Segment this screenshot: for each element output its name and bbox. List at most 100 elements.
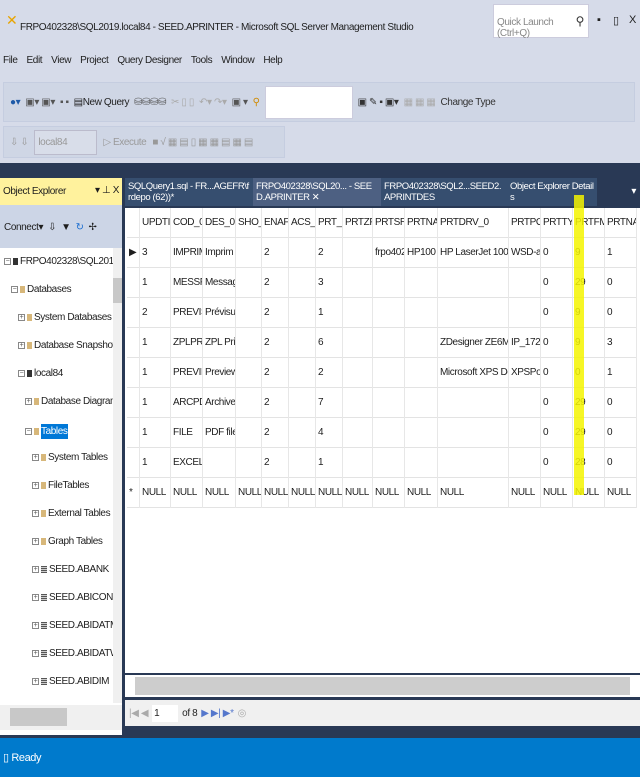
grid-cell[interactable]: [373, 268, 405, 298]
null-cell[interactable]: NULL: [316, 478, 343, 508]
grid-cell[interactable]: [405, 448, 438, 478]
tree-item[interactable]: + SEED.ABICOND: [32, 592, 120, 603]
column-header[interactable]: PRTNAT_0: [605, 208, 637, 238]
column-header[interactable]: DES_0: [203, 208, 236, 238]
tree-item[interactable]: − Databases: [11, 284, 72, 295]
tree-item[interactable]: + External Tables: [32, 508, 111, 519]
table-row[interactable]: 1EXCEL210280: [127, 448, 637, 478]
refresh-icon[interactable]: ↻: [75, 222, 84, 233]
table-row[interactable]: 1ARCPDFArchive p...270290: [127, 388, 637, 418]
grid-cell[interactable]: 3: [140, 238, 171, 268]
grid-cell[interactable]: [236, 418, 262, 448]
expand-icon[interactable]: +: [32, 650, 39, 657]
maximize-button[interactable]: ▯: [613, 15, 619, 27]
row-header[interactable]: [127, 208, 140, 238]
grid-cell[interactable]: [236, 238, 262, 268]
grid-cell[interactable]: [343, 268, 373, 298]
column-header[interactable]: UPDTICK...: [140, 208, 171, 238]
change-type-button[interactable]: Change Type: [440, 96, 496, 108]
grid-cell[interactable]: 0: [541, 448, 573, 478]
grid-cell[interactable]: [373, 328, 405, 358]
grid-cell[interactable]: [373, 418, 405, 448]
grid-cell[interactable]: 1: [316, 298, 343, 328]
grid-cell[interactable]: Microsoft XPS Documen...: [438, 358, 509, 388]
null-cell[interactable]: NULL: [171, 478, 203, 508]
expand-icon[interactable]: +: [25, 398, 32, 405]
grid-cell[interactable]: PREVIEW: [171, 358, 203, 388]
grid-cell[interactable]: 0: [605, 298, 637, 328]
row-header[interactable]: [127, 298, 140, 328]
row-header[interactable]: [127, 388, 140, 418]
tree-item[interactable]: + SEED.ABIDIM: [32, 676, 109, 687]
database-select[interactable]: local84: [34, 129, 98, 155]
connect-icons[interactable]: ⇩ ⇩: [10, 136, 29, 148]
grid-cell[interactable]: [509, 298, 541, 328]
grid-cell[interactable]: [438, 448, 509, 478]
null-cell[interactable]: NULL: [262, 478, 289, 508]
null-cell[interactable]: NULL: [140, 478, 171, 508]
grid-cell[interactable]: 2: [262, 268, 289, 298]
grid-cell[interactable]: [343, 358, 373, 388]
grid-cell[interactable]: WSD-a2f...: [509, 238, 541, 268]
grid-cell[interactable]: [289, 298, 316, 328]
column-header[interactable]: SHO_0: [236, 208, 262, 238]
scroll-thumb[interactable]: [135, 677, 630, 695]
menu-file[interactable]: File: [3, 55, 18, 66]
search-combo[interactable]: [264, 85, 353, 119]
column-header[interactable]: PRTFMT_0: [573, 208, 605, 238]
grid-cell[interactable]: [405, 388, 438, 418]
grid-cell[interactable]: [509, 418, 541, 448]
grid-cell[interactable]: [289, 448, 316, 478]
grid-cell[interactable]: Preview ...: [203, 358, 236, 388]
first-record-icon[interactable]: |◀ ◀: [129, 707, 149, 719]
grid-cell[interactable]: [405, 358, 438, 388]
grid-cell[interactable]: [373, 358, 405, 388]
tab-0[interactable]: SQLQuery1.sql - FR...AGEFR\frdepo (62))*: [125, 178, 253, 206]
expand-icon[interactable]: +: [32, 566, 39, 573]
tree-item[interactable]: + System Tables: [32, 452, 108, 463]
menu-help[interactable]: Help: [263, 55, 283, 66]
grid-cell[interactable]: 3: [316, 268, 343, 298]
grid-cell[interactable]: IP_172.1...: [509, 328, 541, 358]
tree-item[interactable]: + System Databases: [18, 312, 112, 323]
grid-cell[interactable]: 1: [316, 448, 343, 478]
grid-cell[interactable]: 4: [316, 418, 343, 448]
null-cell[interactable]: NULL: [405, 478, 438, 508]
expand-icon[interactable]: +: [32, 594, 39, 601]
grid-cell[interactable]: 2: [262, 328, 289, 358]
null-cell[interactable]: NULL: [605, 478, 637, 508]
close-button[interactable]: X: [629, 14, 636, 26]
expand-icon[interactable]: +: [18, 314, 25, 321]
menu-project[interactable]: Project: [80, 55, 109, 66]
column-header[interactable]: PRTSRV_0: [373, 208, 405, 238]
grid-cell[interactable]: [289, 268, 316, 298]
grid-cell[interactable]: 1: [140, 358, 171, 388]
row-header[interactable]: *: [127, 478, 140, 508]
table-row[interactable]: 1MESSPDFMessage ...230290: [127, 268, 637, 298]
tree-item[interactable]: − local84: [18, 368, 63, 379]
menu-edit[interactable]: Edit: [26, 55, 43, 66]
grid-cell[interactable]: 3: [605, 328, 637, 358]
grid-cell[interactable]: [509, 268, 541, 298]
grid-cell[interactable]: [236, 268, 262, 298]
grid-cell[interactable]: 0: [541, 418, 573, 448]
expand-icon[interactable]: +: [32, 482, 39, 489]
grid-cell[interactable]: [236, 298, 262, 328]
collapse-icon[interactable]: −: [18, 370, 25, 377]
grid-cell[interactable]: [236, 328, 262, 358]
grid-cell[interactable]: [438, 268, 509, 298]
grid-cell[interactable]: 1: [605, 238, 637, 268]
grid-cell[interactable]: [373, 298, 405, 328]
grid-cell[interactable]: 1: [140, 268, 171, 298]
grid-cell[interactable]: 0: [605, 448, 637, 478]
grid-cell[interactable]: 0: [541, 238, 573, 268]
column-header[interactable]: PRT_0: [316, 208, 343, 238]
table-row[interactable]: 1ZPLPRIN...ZPL Printer 26 ZDesigner ZE6Mpl…: [127, 328, 637, 358]
grid-cell[interactable]: [289, 358, 316, 388]
tab-1[interactable]: FRPO402328\SQL20... - SEED.APRINTER ✕: [253, 178, 381, 206]
null-cell[interactable]: NULL: [573, 478, 605, 508]
grid-cell[interactable]: 0: [605, 418, 637, 448]
row-header[interactable]: [127, 268, 140, 298]
undo-icon[interactable]: ↶▾ ↷▾: [199, 96, 227, 108]
